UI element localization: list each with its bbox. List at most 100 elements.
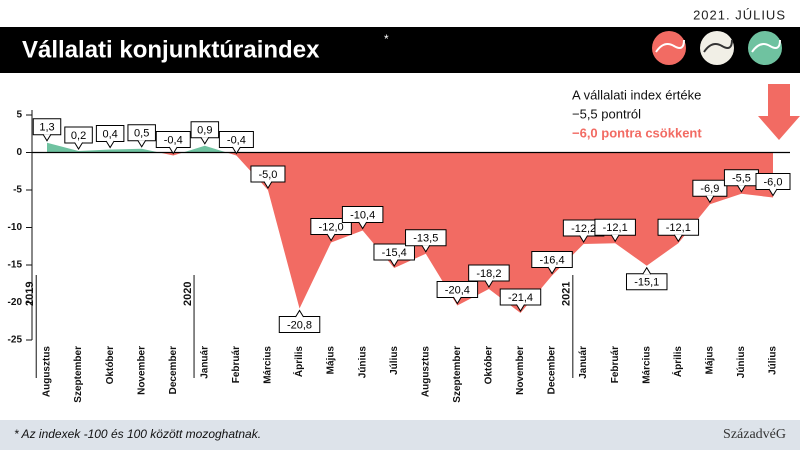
- label-pointer: [231, 146, 241, 155]
- data-label: -12,1: [657, 218, 700, 243]
- data-label: -10,4: [341, 206, 384, 230]
- y-tick-label: -20: [8, 297, 23, 308]
- data-label: -15,1: [625, 266, 668, 291]
- label-pointer: [737, 184, 746, 193]
- x-tick-label: Július: [389, 346, 400, 375]
- x-tick-label: Október: [105, 346, 116, 384]
- x-tick-label: Augusztus: [420, 346, 431, 398]
- data-label: -12,1: [594, 218, 636, 243]
- data-label: -21,4: [499, 288, 542, 312]
- label-pointer: [705, 195, 715, 204]
- arrow: [758, 84, 800, 140]
- x-tick-label: Szeptember: [452, 346, 463, 403]
- label-pointer: [421, 244, 431, 253]
- data-label: -12,0: [310, 218, 352, 242]
- value-label: -5,0: [258, 169, 277, 181]
- value-label: -16,4: [540, 254, 565, 266]
- label-pointer: [358, 221, 368, 230]
- annotation: −5,5 pontról: [572, 106, 641, 121]
- label-pointer: [326, 233, 336, 242]
- icons: [652, 31, 782, 65]
- area-positive: [47, 142, 773, 153]
- data-label: 0,4: [95, 125, 125, 149]
- footer: [0, 420, 800, 450]
- data-label: -0,4: [155, 131, 191, 155]
- value-label: -0,4: [227, 134, 246, 146]
- data-label: -12,2: [562, 219, 605, 243]
- label-pointer: [295, 309, 304, 318]
- date: 2021. JÚLIUS: [693, 7, 786, 22]
- year-label: 2019: [24, 282, 36, 306]
- data-label: -5,0: [250, 165, 286, 189]
- value-label: 0,4: [102, 128, 117, 140]
- x-tick-label: Május: [705, 346, 716, 375]
- data-label: 0,9: [190, 121, 220, 145]
- y-tick-label: -25: [8, 335, 23, 346]
- y-tick-label: 0: [16, 147, 22, 158]
- x-tick-label: Március: [263, 346, 274, 384]
- value-label: 1,3: [39, 122, 54, 134]
- data-label: -18,2: [468, 264, 510, 288]
- value-label: -12,0: [319, 221, 344, 233]
- y-tick-label: -5: [13, 185, 22, 196]
- x-tick-label: Január: [199, 346, 210, 379]
- x-tick-label: Február: [231, 346, 242, 383]
- label-pointer: [673, 234, 683, 243]
- y-tick-label: -10: [8, 222, 23, 233]
- y-tick-label: 5: [16, 110, 22, 121]
- data-label: 0,5: [127, 124, 156, 148]
- label-pointer: [200, 136, 210, 145]
- data-label: -13,5: [405, 229, 447, 253]
- x-tick-label: Április: [292, 346, 305, 378]
- value-label: -6,9: [700, 183, 719, 195]
- data-label: -15,4: [373, 243, 415, 267]
- label-pointer: [579, 235, 589, 243]
- label-pointer: [516, 304, 525, 312]
- annotation: −6,0 pontra csökkent: [572, 125, 702, 140]
- value-label: -5,5: [732, 173, 751, 185]
- value-label: -10,4: [350, 209, 375, 221]
- label-pointer: [389, 259, 399, 267]
- value-label: -18,2: [476, 268, 501, 280]
- value-label: -6,0: [764, 176, 783, 188]
- value-label: -12,1: [666, 222, 691, 234]
- value-label: 0,9: [197, 125, 212, 137]
- label-pointer: [452, 296, 462, 305]
- footnote: * Az indexek -100 és 100 között mozoghat…: [14, 427, 261, 441]
- x-tick-label: Július: [768, 346, 779, 375]
- title-mark: *: [384, 32, 389, 46]
- label-pointer: [484, 280, 494, 288]
- x-tick-label: Április: [671, 346, 684, 378]
- data-label: 1,3: [32, 118, 62, 142]
- label-pointer: [105, 140, 115, 149]
- value-label: -12,1: [603, 222, 628, 234]
- value-label: -13,5: [413, 233, 438, 245]
- logo: SzázadvéG: [723, 427, 786, 442]
- label-pointer: [137, 139, 147, 148]
- data-label: -6,0: [755, 173, 791, 197]
- x-tick-label: Január: [578, 346, 589, 379]
- x-tick-label: November: [515, 346, 526, 395]
- data-label: 0,2: [64, 126, 93, 150]
- value-label: 0,5: [134, 128, 149, 140]
- label-pointer: [74, 142, 83, 150]
- label-pointer: [768, 188, 778, 197]
- label-pointer: [263, 181, 273, 189]
- x-tick-label: Október: [484, 346, 495, 384]
- data-label: -20,4: [436, 281, 479, 305]
- label-pointer: [42, 133, 52, 142]
- label-pointer: [547, 266, 557, 275]
- x-tick-label: Május: [326, 346, 337, 375]
- annotation: A vállalati index értéke: [572, 87, 701, 102]
- value-label: 0,2: [71, 130, 86, 142]
- x-tick-label: December: [168, 346, 179, 394]
- data-label: -5,5: [723, 169, 759, 193]
- x-tick-label: Február: [610, 346, 621, 383]
- value-label: -20,4: [445, 284, 470, 296]
- chart-title: Vállalati konjunktúraindex: [22, 36, 320, 63]
- data-label: -6,9: [692, 179, 728, 204]
- data-label: -16,4: [531, 251, 573, 275]
- label-pointer: [610, 234, 620, 243]
